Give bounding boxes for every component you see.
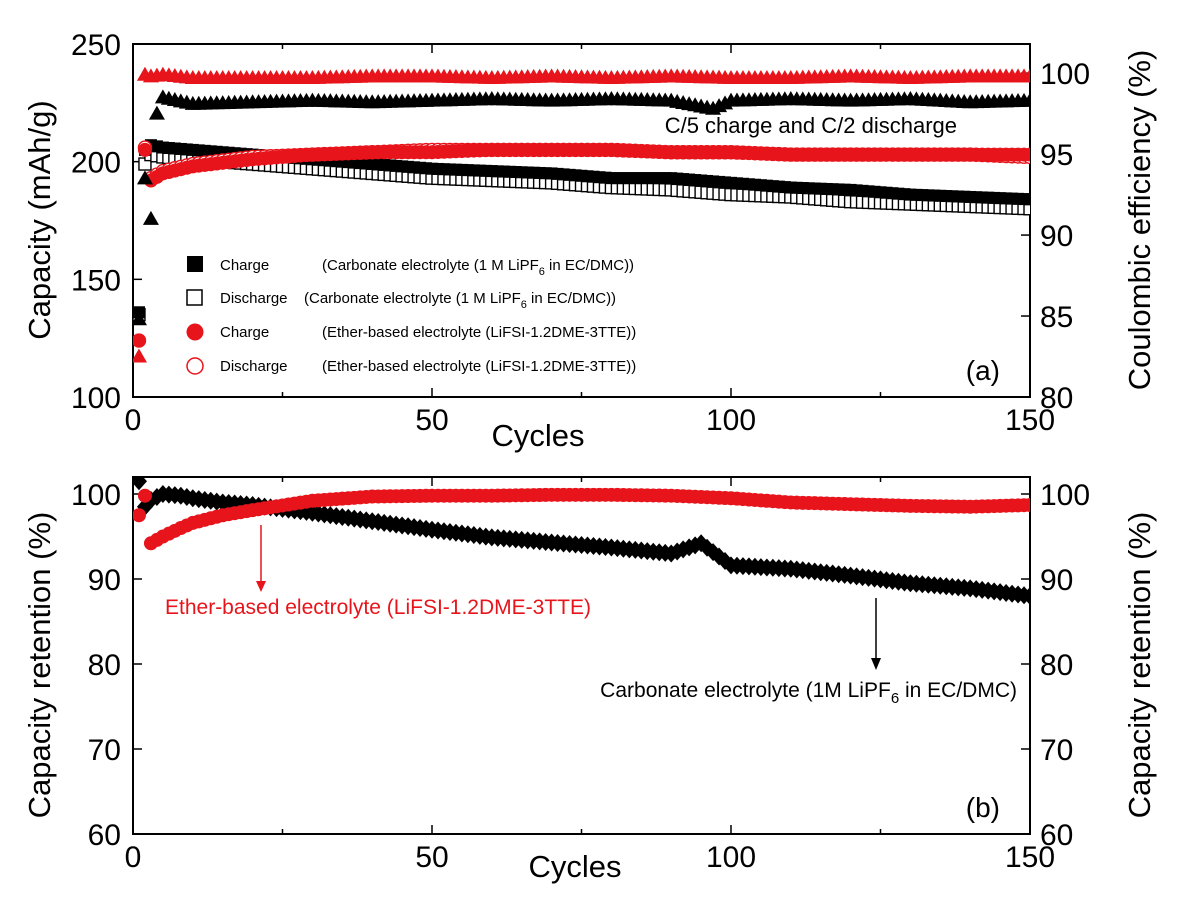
panel-a-x-tick-label: 100 [706, 404, 756, 437]
panel-b-left-y-tick-label: 70 [88, 734, 121, 767]
legend-marker-ether-discharge [186, 357, 204, 375]
panel-b-right-y-tick-label: 90 [1040, 564, 1073, 597]
panel-a-left-y-axis-label: Capacity (mAh/g) [22, 100, 57, 339]
panel-b-left-y-tick-label: 90 [88, 564, 121, 597]
point-ether_charge [133, 333, 146, 348]
legend-desc-carbonate-discharge: (Carbonate electrolyte (1 M LiPF6 in EC/… [304, 290, 616, 311]
legend-marker-carbonate-charge [187, 256, 203, 272]
point-carb_ce [133, 311, 147, 326]
legend-label-ether-charge: Charge [220, 324, 269, 341]
panel-b-left-y-tick-label: 60 [88, 819, 121, 852]
legend-marker-carbonate-discharge [186, 289, 203, 306]
point-ether_charge [1023, 147, 1030, 162]
panel-b-x-tick-label: 50 [415, 841, 448, 874]
panel-b-marks [133, 477, 1030, 605]
legend-desc-carbonate-charge: (Carbonate electrolyte (1 M LiPF6 in EC/… [322, 257, 634, 278]
panel-b-x-axis-label: Cycles [528, 849, 621, 884]
point-carb_retention [1022, 587, 1030, 605]
ether-annotation-arrowhead [256, 581, 266, 592]
series-carb_ce [133, 89, 1030, 326]
point-ether_retention [1023, 498, 1030, 513]
panel-b-left-y-tick-label: 100 [71, 479, 121, 512]
panel-a-label: (a) [966, 355, 1000, 386]
point-carb_ce [148, 105, 165, 120]
panel-b-right-y-tick-label: 100 [1040, 479, 1090, 512]
panel-a-x-axis-label: Cycles [491, 418, 584, 453]
panel-a-rate-annotation: C/5 charge and C/2 discharge [665, 113, 957, 138]
panel-a-left-y-tick-label: 150 [71, 264, 121, 297]
panel-b-frame [132, 476, 1031, 835]
series-ether_ce [133, 66, 1030, 363]
panel-a-x-tick-label: 150 [1005, 404, 1055, 437]
panel-b-right-y-tick-label: 60 [1040, 819, 1073, 852]
point-carb_ce [136, 170, 153, 185]
carbonate-annotation: Carbonate electrolyte (1M LiPF6 in EC/DM… [600, 679, 1017, 707]
legend-label-ether-discharge: Discharge [220, 358, 288, 375]
panel-a-marks [133, 66, 1030, 363]
panel-a-left-y-tick-label: 250 [71, 29, 121, 62]
panel-a-tick-labels: 0 50 100 150 100 150 200 250 80 85 90 95 100 [71, 29, 1090, 437]
point-ether_retention [137, 488, 152, 503]
panel-b-ticks [132, 477, 1031, 835]
series-carb_charge [133, 139, 1030, 319]
panel-b-right-y-axis-label: Capacity retention (%) [1122, 512, 1157, 819]
point-carb_retention [133, 477, 147, 491]
panel-a-left-y-tick-label: 200 [71, 147, 121, 180]
panel-b-left-y-axis-label: Capacity retention (%) [22, 512, 57, 819]
panel-b-x-tick-label: 150 [1005, 841, 1055, 874]
panel-a-right-y-tick-label: 85 [1040, 301, 1073, 334]
panel-b-right-y-tick-label: 80 [1040, 649, 1073, 682]
legend-label-carbonate-discharge: Discharge [220, 290, 288, 307]
panel-b-label: (b) [966, 792, 1000, 823]
legend: Charge (Carbonate electrolyte (1 M LiPF6… [186, 256, 636, 375]
point-ether_charge [137, 142, 152, 157]
carbonate-annotation-arrowhead [871, 658, 881, 670]
point-carb_ce [142, 210, 159, 225]
panel-b-x-tick-label: 0 [125, 841, 142, 874]
panel-a-right-y-tick-label: 80 [1040, 382, 1073, 415]
panel-a-right-y-tick-label: 90 [1040, 220, 1073, 253]
point-carb_ce [1022, 92, 1030, 107]
series-ether_retention [133, 487, 1030, 551]
series-ether_charge [133, 142, 1030, 348]
panel-a-right-y-tick-label: 100 [1040, 58, 1090, 91]
ether-annotation: Ether-based electrolyte (LiFSI-1.2DME-3T… [165, 596, 591, 619]
panel-a-right-y-tick-label: 95 [1040, 139, 1073, 172]
legend-desc-ether-charge: (Ether-based electrolyte (LiFSI-1.2DME-3… [322, 324, 636, 341]
panel-a-right-y-axis-label: Coulombic efficiency (%) [1122, 50, 1157, 391]
panel-b-left-y-tick-label: 80 [88, 649, 121, 682]
point-carb_discharge [1023, 202, 1030, 216]
point-carb_charge [1024, 193, 1030, 206]
legend-marker-ether-charge [186, 323, 204, 341]
panel-a-x-tick-label: 0 [125, 404, 142, 437]
point-ether_ce [133, 348, 147, 363]
panel-b-right-y-tick-label: 70 [1040, 734, 1073, 767]
point-ether_ce [1022, 68, 1030, 83]
point-ether_retention [133, 508, 146, 523]
legend-desc-ether-discharge: (Ether-based electrolyte (LiFSI-1.2DME-3… [322, 358, 636, 375]
legend-label-carbonate-charge: Charge [220, 257, 269, 274]
panel-a-left-y-tick-label: 100 [71, 382, 121, 415]
panel-a-x-tick-label: 50 [415, 404, 448, 437]
panel-b-x-tick-label: 100 [706, 841, 756, 874]
